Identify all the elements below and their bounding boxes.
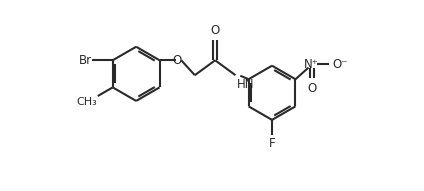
Text: HN: HN <box>237 78 254 91</box>
Text: CH₃: CH₃ <box>76 97 97 107</box>
Text: Br: Br <box>78 54 92 67</box>
Text: O: O <box>211 24 220 37</box>
Text: O⁻: O⁻ <box>332 58 348 71</box>
Text: O: O <box>173 54 182 67</box>
Text: N⁺: N⁺ <box>304 58 319 71</box>
Text: O: O <box>307 82 316 95</box>
Text: F: F <box>269 138 275 151</box>
